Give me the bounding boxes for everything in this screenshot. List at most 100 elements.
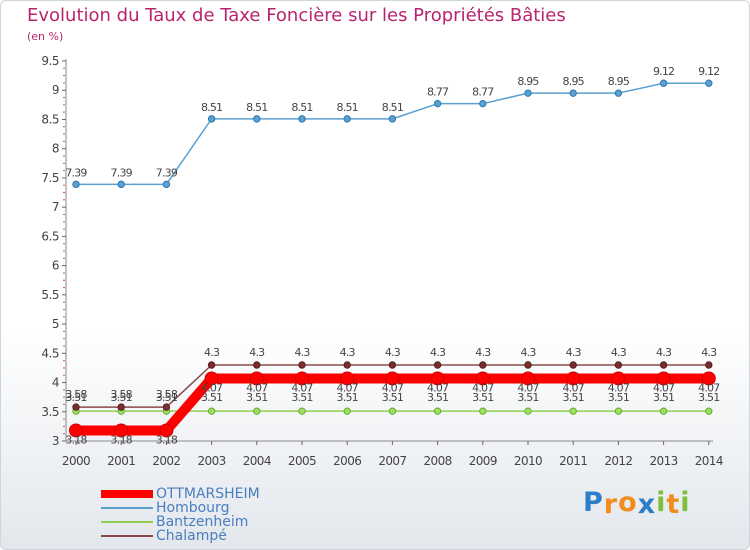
chart-subtitle: (en %) xyxy=(27,30,64,43)
y-tick-label: 3.5 xyxy=(41,405,59,419)
data-label-ottmarsheim: 4.07 xyxy=(563,381,585,394)
data-label-bantzenheim: 3.51 xyxy=(517,391,538,404)
legend-label-ottmarsheim: OTTMARSHEIM xyxy=(156,486,260,502)
x-tick-label: 2006 xyxy=(333,454,361,468)
logo-letter: P xyxy=(583,487,604,518)
legend-label-chalamp-: Chalampé xyxy=(156,528,227,544)
data-label-ottmarsheim: 4.07 xyxy=(291,381,313,394)
data-label-ottmarsheim: 4.07 xyxy=(427,381,449,394)
data-point-bantzenheim xyxy=(569,407,577,415)
data-label-chalamp-: 4.3 xyxy=(475,346,491,359)
data-point-hombourg xyxy=(659,79,668,87)
data-label-hombourg: 8.95 xyxy=(608,75,630,88)
data-point-hombourg xyxy=(343,115,351,123)
data-point-hombourg xyxy=(207,115,216,123)
data-point-hombourg xyxy=(253,115,261,123)
data-point-ottmarsheim xyxy=(521,371,535,386)
data-label-ottmarsheim: 4.07 xyxy=(653,381,675,394)
y-tick-label: 4.5 xyxy=(41,346,59,360)
x-tick-label: 2013 xyxy=(650,454,678,468)
data-label-ottmarsheim: 4.07 xyxy=(472,381,494,394)
data-label-chalamp-: 4.3 xyxy=(656,346,672,359)
data-label-bantzenheim: 3.51 xyxy=(472,391,493,404)
data-point-hombourg xyxy=(162,180,171,189)
y-tick-label: 4 xyxy=(52,376,59,390)
legend-swatch-chalamp- xyxy=(101,535,153,537)
data-point-bantzenheim xyxy=(524,407,532,415)
data-label-hombourg: 8.51 xyxy=(246,101,267,114)
legend-label-hombourg: Hombourg xyxy=(156,500,230,516)
y-tick-label: 8 xyxy=(52,142,59,156)
data-label-bantzenheim: 3.51 xyxy=(698,391,719,404)
data-label-hombourg: 9.12 xyxy=(698,65,719,78)
y-tick-label: 9 xyxy=(52,83,59,97)
data-point-ottmarsheim xyxy=(566,371,581,386)
x-tick-label: 2009 xyxy=(469,454,497,468)
logo-letter: r xyxy=(603,489,619,520)
data-point-hombourg xyxy=(479,99,487,108)
logo-letter: x xyxy=(637,489,657,520)
data-label-ottmarsheim: 3.18 xyxy=(111,433,133,446)
x-tick-label: 2001 xyxy=(107,454,135,468)
data-label-hombourg: 7.39 xyxy=(111,166,133,179)
data-label-hombourg: 8.51 xyxy=(337,101,358,114)
data-label-ottmarsheim: 3.18 xyxy=(156,433,178,446)
chart-legend: OTTMARSHEIM Hombourg Bantzenheim Chalampé xyxy=(101,486,361,544)
data-label-ottmarsheim: 4.07 xyxy=(608,381,630,394)
data-point-ottmarsheim xyxy=(249,371,264,386)
x-tick-label: 2002 xyxy=(152,454,180,468)
data-point-bantzenheim xyxy=(343,407,351,415)
data-point-hombourg xyxy=(614,89,623,97)
data-point-hombourg xyxy=(117,180,125,189)
data-point-hombourg xyxy=(524,89,532,97)
data-point-bantzenheim xyxy=(659,407,668,415)
legend-item-bantzenheim: Bantzenheim xyxy=(101,514,361,530)
data-label-chalamp-: 4.3 xyxy=(430,346,446,359)
data-label-bantzenheim: 3.51 xyxy=(382,391,403,404)
data-point-chalamp- xyxy=(659,361,668,369)
data-point-ottmarsheim xyxy=(475,371,490,386)
data-point-hombourg xyxy=(569,89,577,97)
data-point-ottmarsheim xyxy=(159,423,174,438)
data-label-chalamp-: 4.3 xyxy=(611,346,627,359)
data-label-ottmarsheim: 4.07 xyxy=(246,381,268,394)
y-tick-label: 5.5 xyxy=(41,288,59,302)
data-label-bantzenheim: 3.51 xyxy=(111,391,132,404)
data-label-bantzenheim: 3.51 xyxy=(291,391,312,404)
logo-letter: i xyxy=(680,487,691,518)
data-label-ottmarsheim: 3.18 xyxy=(65,433,87,446)
data-point-bantzenheim xyxy=(207,407,216,415)
data-point-ottmarsheim xyxy=(701,371,716,386)
data-point-chalamp- xyxy=(117,403,125,411)
data-point-chalamp- xyxy=(433,361,442,369)
data-point-chalamp- xyxy=(388,361,397,369)
data-point-chalamp- xyxy=(705,361,713,369)
y-tick-label: 7 xyxy=(52,200,59,214)
logo-letter: i xyxy=(656,487,667,518)
legend-swatch-hombourg xyxy=(101,507,153,509)
data-label-ottmarsheim: 4.07 xyxy=(337,381,359,394)
data-label-bantzenheim: 3.51 xyxy=(337,391,358,404)
y-tick-label: 7.5 xyxy=(41,171,59,185)
data-point-ottmarsheim xyxy=(114,423,129,438)
data-point-ottmarsheim xyxy=(204,371,219,386)
x-tick-label: 2004 xyxy=(243,454,271,468)
data-label-ottmarsheim: 4.07 xyxy=(698,381,720,394)
data-point-chalamp- xyxy=(524,361,532,369)
data-label-chalamp-: 4.3 xyxy=(385,346,401,359)
data-label-hombourg: 8.77 xyxy=(427,86,449,99)
data-label-ottmarsheim: 4.07 xyxy=(517,381,539,394)
data-point-ottmarsheim xyxy=(295,371,309,386)
data-point-bantzenheim xyxy=(614,407,623,415)
data-label-chalamp-: 3.58 xyxy=(65,388,87,401)
data-point-chalamp- xyxy=(614,361,623,369)
logo-letter: o xyxy=(618,487,638,518)
data-point-ottmarsheim xyxy=(69,423,83,438)
data-label-hombourg: 7.39 xyxy=(65,166,87,179)
legend-item-chalamp-: Chalampé xyxy=(101,528,361,544)
data-label-hombourg: 8.95 xyxy=(517,75,539,88)
data-point-chalamp- xyxy=(298,361,306,369)
x-tick-label: 2010 xyxy=(514,454,542,468)
